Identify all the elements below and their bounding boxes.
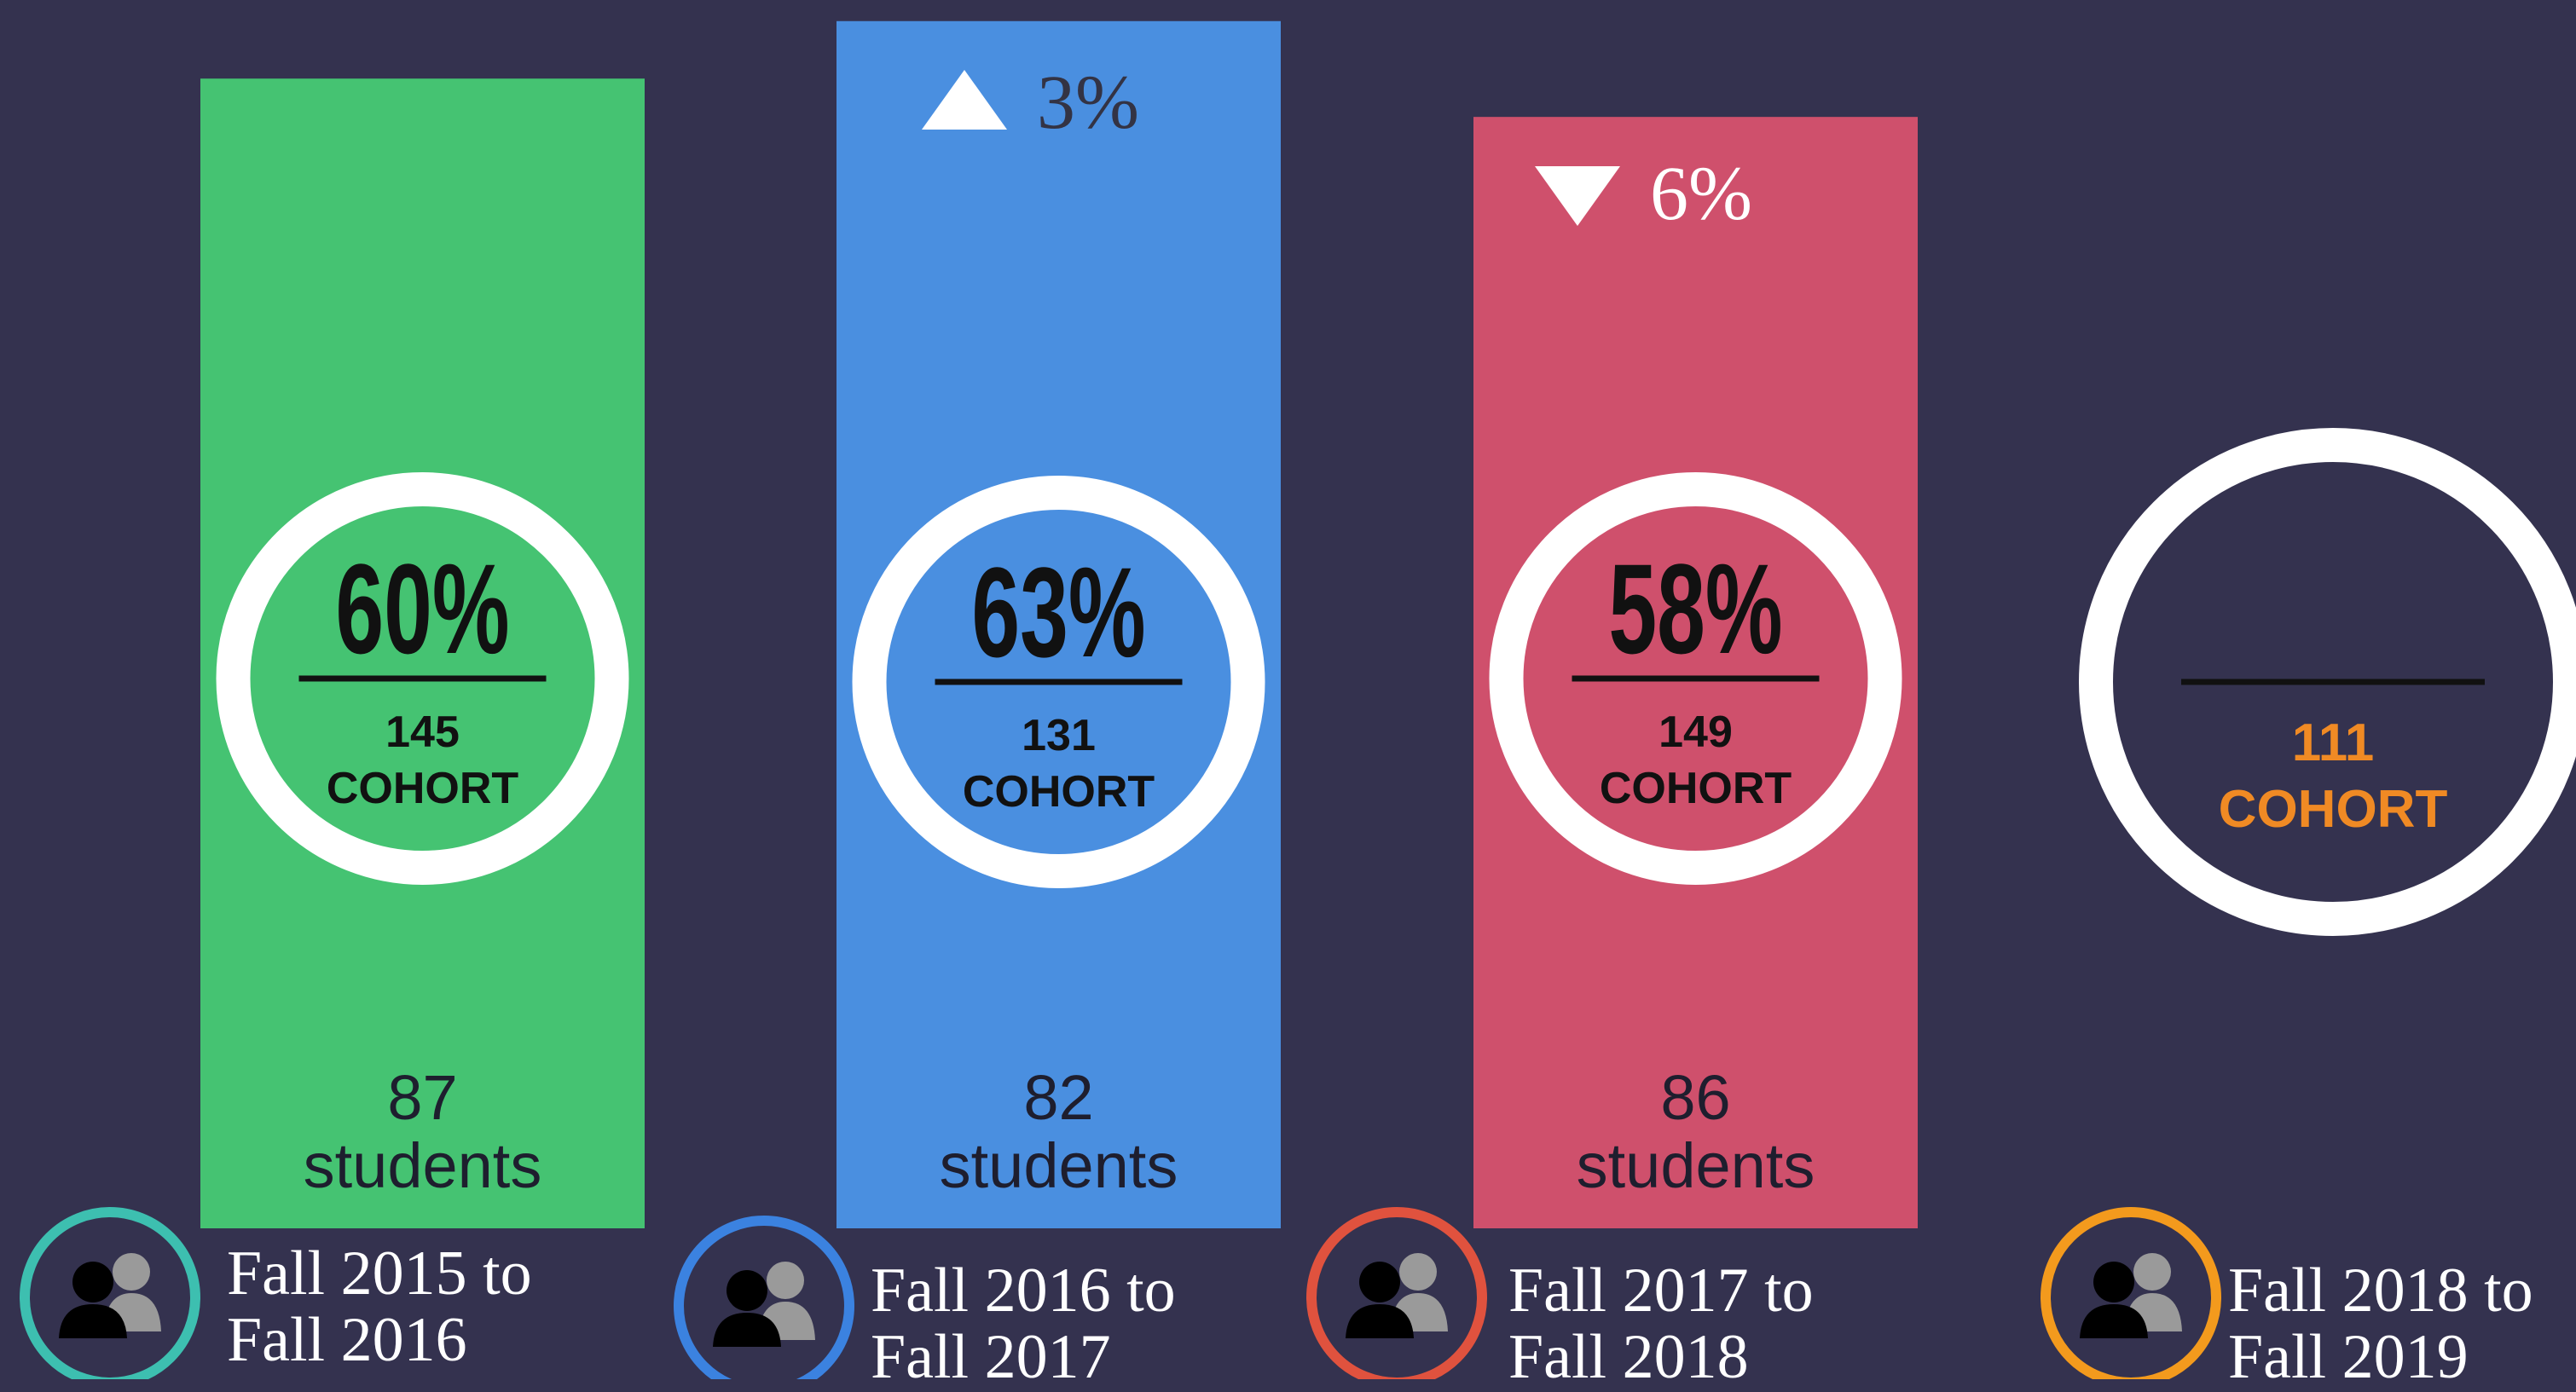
change-label: 3%	[1037, 61, 1139, 145]
people-icon	[20, 1207, 200, 1379]
person-front-body	[59, 1304, 127, 1338]
students-label: students	[1577, 1130, 1815, 1201]
percent-label: 63%	[971, 542, 1145, 684]
students-number: 87	[387, 1062, 457, 1133]
category-label: Fall 2017 to Fall 2018	[1508, 1256, 1814, 1392]
person-front-body	[1346, 1304, 1414, 1338]
percent-label: 58%	[1608, 539, 1782, 681]
people-icon	[2041, 1207, 2221, 1379]
person-front-head	[1359, 1262, 1400, 1302]
people-icon	[674, 1216, 854, 1379]
person-back-head	[2133, 1253, 2171, 1291]
person-front-head	[72, 1262, 113, 1302]
cohort-label: COHORT	[2219, 780, 2448, 839]
icon-ring	[2041, 1207, 2221, 1379]
icon-ring	[1306, 1207, 1487, 1379]
percent-label: 60%	[335, 539, 509, 681]
change-label: 6%	[1650, 152, 1752, 236]
category-label: Fall 2015 to Fall 2016	[227, 1239, 532, 1375]
cohort-number: 131	[1022, 711, 1096, 760]
person-front-body	[2080, 1304, 2148, 1338]
cohort-label: COHORT	[327, 764, 519, 813]
cohort-label: COHORT	[963, 767, 1155, 817]
cohort-number: 111	[2292, 713, 2375, 772]
person-front-head	[2093, 1262, 2134, 1302]
cohort-number: 145	[385, 708, 460, 757]
person-back-head	[113, 1253, 150, 1291]
cohort-label: COHORT	[1600, 764, 1792, 813]
category-label: Fall 2018 to Fall 2019	[2228, 1256, 2533, 1392]
category-label: Fall 2016 to Fall 2017	[871, 1256, 1176, 1392]
icon-ring	[20, 1207, 200, 1379]
person-front-body	[713, 1313, 781, 1347]
change-arrow	[1535, 166, 1620, 226]
students-label: students	[304, 1130, 542, 1201]
people-icon	[1306, 1207, 1487, 1379]
cohort-number: 149	[1658, 708, 1733, 757]
icon-ring	[674, 1216, 854, 1379]
person-back-head	[1399, 1253, 1437, 1291]
students-number: 86	[1660, 1062, 1730, 1133]
students-label: students	[940, 1130, 1178, 1201]
change-arrow	[922, 70, 1007, 130]
person-front-head	[726, 1270, 767, 1311]
person-back-head	[767, 1262, 804, 1299]
students-number: 82	[1023, 1062, 1093, 1133]
